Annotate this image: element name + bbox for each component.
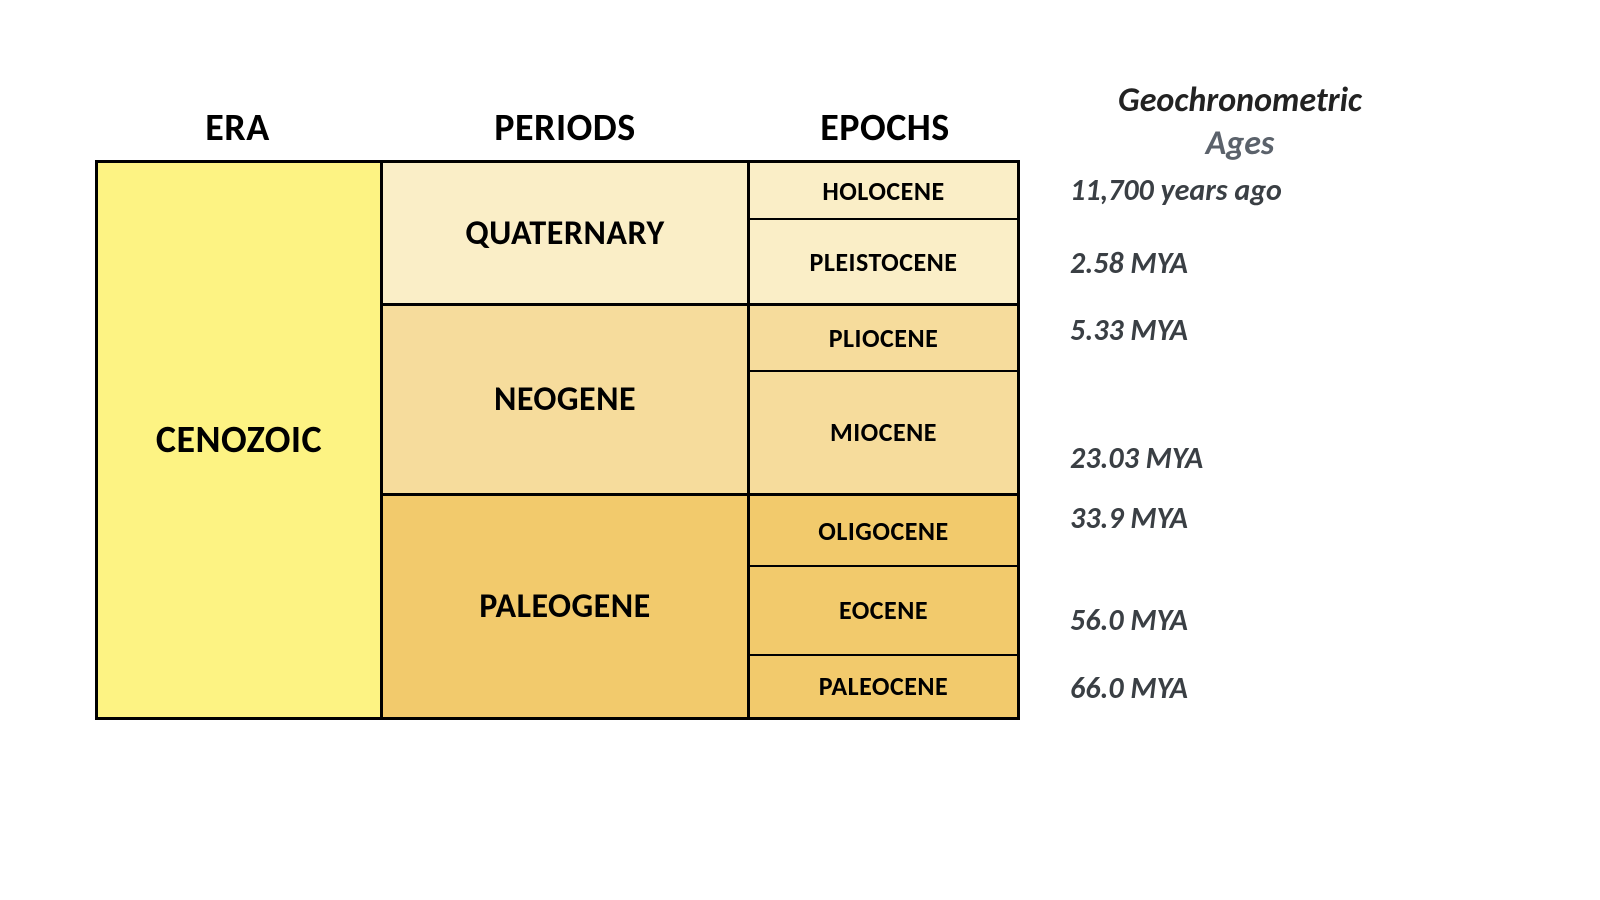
period-block-paleogene: PALEOGENE OLIGOCENE EOCENE PALEOCENE bbox=[383, 493, 1017, 717]
ages-header-line2: Ages bbox=[1060, 123, 1420, 166]
period-label: QUATERNARY bbox=[465, 213, 664, 254]
epoch-label: PLEISTOCENE bbox=[810, 246, 958, 278]
age-label-pliocene: 5.33 MYA bbox=[1070, 312, 1410, 349]
age-label-pleistocene: 2.58 MYA bbox=[1070, 245, 1410, 282]
age-label-oligocene: 33.9 MYA bbox=[1070, 500, 1410, 537]
age-label-holocene: 11,700 years ago bbox=[1070, 172, 1410, 209]
periods-column: QUATERNARY HOLOCENE PLEISTOCENE NEOGENE PLIO… bbox=[383, 163, 1017, 717]
epoch-label: PLIOCENE bbox=[829, 322, 939, 354]
epoch-cell-pleistocene: PLEISTOCENE bbox=[750, 218, 1017, 303]
epoch-column: HOLOCENE PLEISTOCENE bbox=[750, 163, 1017, 303]
period-label: PALEOGENE bbox=[479, 586, 651, 627]
epoch-cell-oligocene: OLIGOCENE bbox=[750, 496, 1017, 565]
period-cell-paleogene: PALEOGENE bbox=[383, 496, 750, 717]
geologic-time-diagram: ERA PERIODS EPOCHS Geochronometric Ages … bbox=[0, 0, 1600, 900]
epoch-label: HOLOCENE bbox=[822, 175, 944, 207]
epoch-cell-pliocene: PLIOCENE bbox=[750, 306, 1017, 370]
age-label-paleocene: 66.0 MYA bbox=[1070, 670, 1410, 707]
period-cell-quaternary: QUATERNARY bbox=[383, 163, 750, 303]
header-periods: PERIODS bbox=[380, 95, 750, 160]
epoch-column: OLIGOCENE EOCENE PALEOCENE bbox=[750, 496, 1017, 717]
epoch-cell-paleocene: PALEOCENE bbox=[750, 654, 1017, 717]
epoch-label: PALEOCENE bbox=[819, 670, 948, 702]
age-label-miocene: 23.03 MYA bbox=[1070, 440, 1410, 477]
epoch-column: PLIOCENE MIOCENE bbox=[750, 306, 1017, 493]
header-epochs: EPOCHS bbox=[750, 95, 1020, 160]
column-headers: ERA PERIODS EPOCHS bbox=[95, 95, 1020, 160]
epoch-label: MIOCENE bbox=[830, 416, 937, 448]
epoch-cell-holocene: HOLOCENE bbox=[750, 163, 1017, 218]
epoch-label: EOCENE bbox=[839, 594, 928, 626]
era-label: CENOZOIC bbox=[156, 417, 322, 463]
age-label-eocene: 56.0 MYA bbox=[1070, 602, 1410, 639]
header-era: ERA bbox=[95, 95, 380, 160]
period-block-neogene: NEOGENE PLIOCENE MIOCENE bbox=[383, 303, 1017, 493]
period-cell-neogene: NEOGENE bbox=[383, 306, 750, 493]
time-scale-table: CENOZOIC QUATERNARY HOLOCENE PLEISTOCENE NE… bbox=[95, 160, 1020, 720]
ages-header-line1: Geochronometric bbox=[1060, 80, 1420, 123]
period-block-quaternary: QUATERNARY HOLOCENE PLEISTOCENE bbox=[383, 163, 1017, 303]
epoch-cell-eocene: EOCENE bbox=[750, 565, 1017, 654]
epoch-label: OLIGOCENE bbox=[818, 515, 948, 547]
era-cell-cenozoic: CENOZOIC bbox=[98, 163, 383, 717]
period-label: NEOGENE bbox=[494, 379, 636, 420]
epoch-cell-miocene: MIOCENE bbox=[750, 370, 1017, 493]
header-geochronometric-ages: Geochronometric Ages bbox=[1060, 80, 1420, 165]
